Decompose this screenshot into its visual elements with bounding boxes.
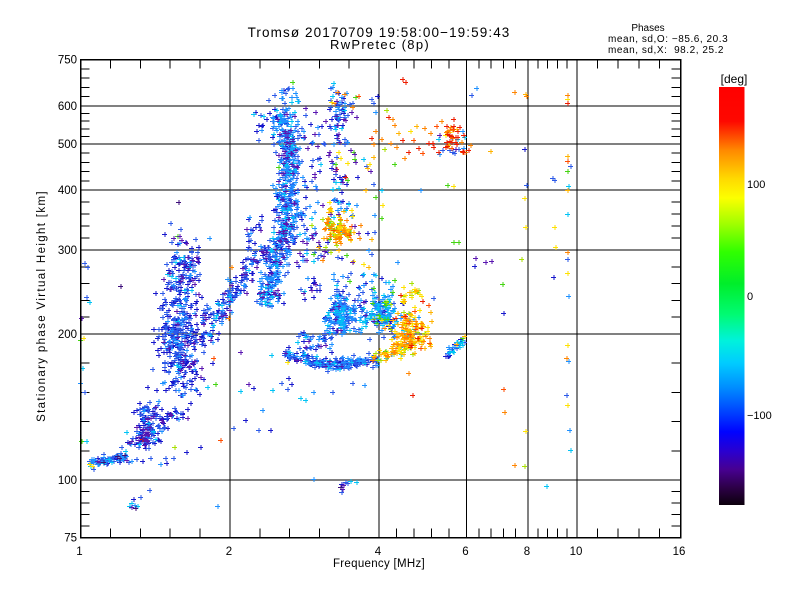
svg-text:8: 8: [524, 546, 530, 558]
svg-text:400: 400: [58, 185, 77, 197]
svg-text:mean, sd,O: −85.6, 20.3: mean, sd,O: −85.6, 20.3: [608, 34, 728, 45]
svg-text:mean, sd,X: 98.2, 25.2: mean, sd,X: 98.2, 25.2: [608, 45, 724, 56]
svg-text:100: 100: [58, 475, 77, 487]
svg-text:500: 500: [58, 139, 77, 151]
svg-text:10: 10: [570, 546, 583, 558]
svg-text:Phases: Phases: [631, 23, 664, 34]
svg-text:RwPretec (8p): RwPretec (8p): [330, 37, 430, 52]
svg-text:75: 75: [64, 533, 77, 545]
svg-text:0: 0: [747, 291, 753, 303]
svg-text:[deg]: [deg]: [721, 72, 748, 86]
svg-text:300: 300: [58, 245, 77, 257]
svg-text:100: 100: [747, 179, 765, 191]
svg-text:16: 16: [673, 546, 686, 558]
svg-text:Tromsø 20170709 19:58:00−19:59: Tromsø 20170709 19:58:00−19:59:43: [248, 25, 511, 40]
svg-text:−100: −100: [747, 410, 772, 422]
svg-text:6: 6: [462, 546, 468, 558]
svg-text:2: 2: [226, 546, 232, 558]
svg-text:Frequency [MHz]: Frequency [MHz]: [333, 558, 425, 570]
svg-text:Stationary phase Virtual Heigh: Stationary phase Virtual Height [km]: [36, 190, 48, 422]
svg-text:4: 4: [375, 546, 382, 558]
svg-text:600: 600: [58, 101, 77, 113]
svg-text:200: 200: [58, 329, 77, 341]
svg-text:1: 1: [76, 546, 82, 558]
svg-text:750: 750: [58, 55, 77, 67]
